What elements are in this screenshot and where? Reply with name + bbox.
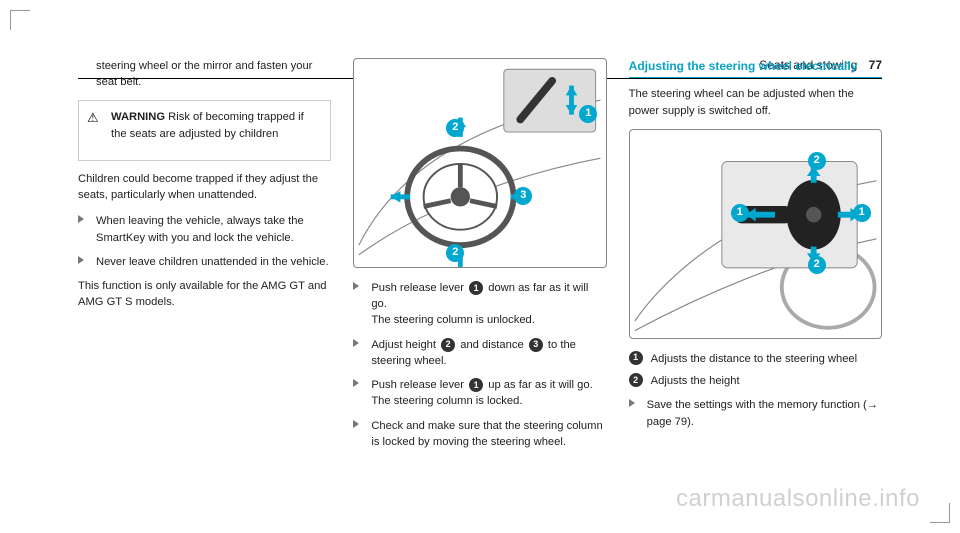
continuation-text: steering wheel or the mirror and fasten …	[96, 58, 331, 90]
step: Save the settings with the memory functi…	[629, 397, 882, 429]
bullet-icon	[629, 399, 635, 407]
warning-bullet-text: Never leave children unattended in the v…	[96, 256, 329, 268]
inline-callout-1b: 1	[469, 378, 483, 392]
availability-note: This function is only available for the …	[78, 278, 331, 310]
step-text: Push release lever 1 down as far as it w…	[371, 282, 588, 326]
legend-text: Adjusts the height	[651, 375, 740, 387]
bullet-icon	[78, 215, 84, 223]
warning-icon: ⚠	[87, 109, 99, 128]
callout-2b: 2	[808, 256, 826, 274]
figure-electric-adjust: 1 1 2 2	[629, 129, 882, 339]
bullet-icon	[78, 256, 84, 264]
intro-text: The steering wheel can be adjusted when …	[629, 86, 882, 118]
legend-item: 1 Adjusts the distance to the steering w…	[629, 351, 882, 367]
warning-bullet: When leaving the vehicle, always take th…	[78, 213, 331, 245]
section-heading: Adjusting the steering wheel electricall…	[629, 58, 882, 78]
callout-2: 2	[808, 152, 826, 170]
callout-1: 1	[731, 204, 749, 222]
step-text: Check and make sure that the steering co…	[371, 420, 602, 448]
bullet-icon	[353, 282, 359, 290]
warning-bullet-text: When leaving the vehicle, always take th…	[96, 215, 304, 243]
figure-svg	[354, 59, 605, 267]
step-text: Save the settings with the memory functi…	[647, 399, 878, 427]
callout-1b: 1	[853, 204, 871, 222]
column-1: steering wheel or the mirror and fasten …	[78, 58, 331, 485]
column-3: Adjusting the steering wheel electricall…	[629, 58, 882, 485]
step-text: Push release lever 1 up as far as it wil…	[371, 379, 592, 407]
step: Adjust height 2 and distance 3 to the st…	[353, 337, 606, 369]
page-body: steering wheel or the mirror and fasten …	[78, 58, 882, 485]
step: Push release lever 1 down as far as it w…	[353, 280, 606, 329]
warning-body: Children could become trapped if they ad…	[78, 171, 331, 203]
step: Check and make sure that the steering co…	[353, 418, 606, 450]
figure-svg	[630, 130, 881, 338]
figure-manual-adjust: 1 2 2 3	[353, 58, 606, 268]
legend-item: 2 Adjusts the height	[629, 373, 882, 389]
bullet-icon	[353, 339, 359, 347]
legend-callout-2: 2	[629, 373, 643, 387]
inline-callout-3: 3	[529, 338, 543, 352]
bullet-icon	[353, 379, 359, 387]
legend-text: Adjusts the distance to the steering whe…	[651, 353, 857, 365]
step: Push release lever 1 up as far as it wil…	[353, 377, 606, 409]
step-text: Adjust height 2 and distance 3 to the st…	[371, 339, 576, 367]
watermark: carmanualsonline.info	[676, 485, 920, 513]
inline-callout-1: 1	[469, 281, 483, 295]
arrow-ref-icon: →	[867, 399, 878, 411]
legend-callout-1: 1	[629, 351, 643, 365]
warning-label: WARNING	[111, 111, 165, 123]
column-2: 1 2 2 3 Push release lever 1 down as far…	[353, 58, 606, 485]
warning-box: ⚠ WARNING Risk of becoming trapped if th…	[78, 100, 331, 160]
warning-bullet: Never leave children unattended in the v…	[78, 254, 331, 270]
inline-callout-2: 2	[441, 338, 455, 352]
warning-heading: WARNING Risk of becoming trapped if the …	[111, 109, 320, 141]
bullet-icon	[353, 420, 359, 428]
